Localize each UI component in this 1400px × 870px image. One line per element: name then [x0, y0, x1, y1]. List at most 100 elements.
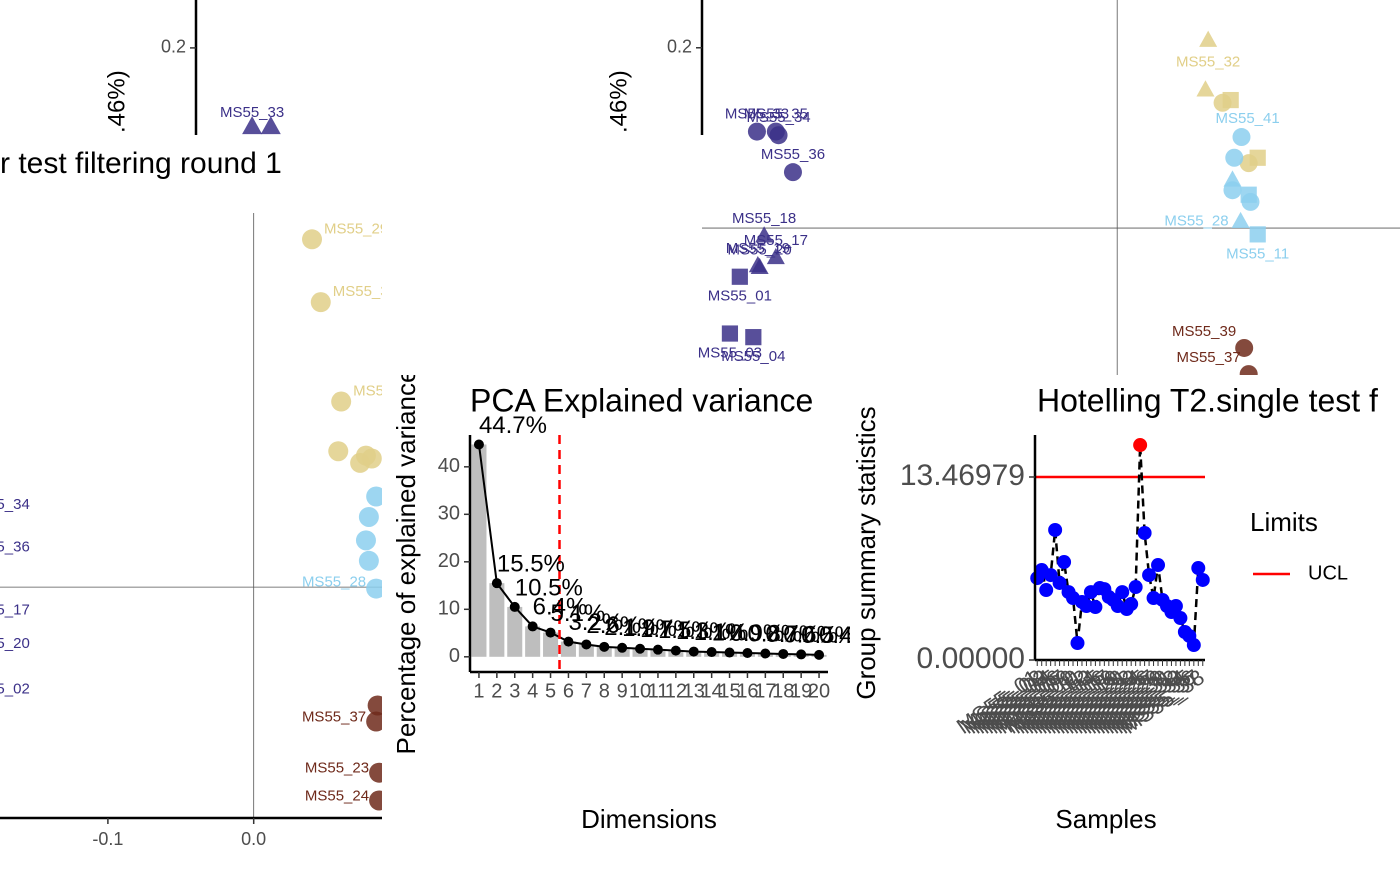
value-label: 0.7% — [765, 621, 820, 648]
point-label: MS55_37 — [1176, 349, 1240, 366]
point — [310, 292, 331, 313]
panel: 13.469790.00000MS55_01MS55_02MS55_03MS55… — [850, 375, 1400, 865]
point — [1239, 154, 1258, 173]
point — [1235, 338, 1254, 357]
point-label: MS55_29 — [324, 220, 388, 237]
chart-title: PCA Explained variance — [470, 382, 813, 418]
point — [1195, 572, 1210, 587]
point — [652, 644, 663, 655]
point — [1196, 80, 1215, 97]
point — [745, 329, 762, 346]
point — [358, 550, 379, 571]
point — [721, 325, 739, 342]
bar — [543, 632, 559, 657]
legend-title: Limits — [1250, 507, 1318, 537]
point — [769, 126, 788, 145]
value-label: 0.6% — [783, 621, 838, 648]
bar — [525, 626, 541, 657]
point — [545, 627, 556, 638]
y-tick-label: 20 — [438, 550, 460, 572]
point — [755, 226, 774, 243]
point — [1239, 365, 1258, 376]
point — [731, 268, 748, 285]
x-axis-label: Samples — [1055, 804, 1156, 834]
point — [750, 257, 769, 275]
x-tick-label: 19 — [790, 680, 812, 702]
x-tick-label: 15 — [718, 680, 740, 702]
panel-background — [0, 0, 600, 136]
point-label: MS55_28 — [1164, 213, 1228, 230]
value-label: 15.5% — [497, 551, 565, 578]
y-tick-label: 13.46979 — [900, 459, 1025, 492]
point-label: MS55_33 — [725, 106, 789, 123]
point-label: MS55_36 — [0, 539, 30, 556]
x-tick-label: 10 — [629, 680, 651, 702]
point — [1191, 561, 1206, 576]
point — [366, 578, 382, 599]
value-label: 1.7% — [640, 616, 695, 643]
point — [473, 439, 484, 450]
point — [1048, 522, 1063, 537]
point — [366, 711, 382, 732]
point — [1039, 583, 1054, 598]
point — [670, 645, 681, 656]
point — [369, 762, 382, 783]
value-label: 44.7% — [479, 412, 547, 439]
point — [527, 621, 538, 632]
value-label: 2.1% — [604, 614, 659, 641]
point — [1232, 128, 1251, 147]
point — [724, 647, 735, 658]
point — [747, 122, 766, 141]
point — [1213, 93, 1232, 112]
x-tick-label: 4 — [527, 680, 538, 702]
x-tick-label: 5 — [545, 680, 556, 702]
y-tick-label: 40 — [438, 455, 460, 477]
point-label: MS55_23 — [305, 760, 369, 777]
x-tick-label: 9 — [617, 680, 628, 702]
y-tick-label: 30 — [438, 503, 460, 525]
point-label: MS55_33 — [220, 104, 284, 121]
point-label: MS55_04 — [721, 348, 785, 365]
point-label: MS55_24 — [305, 787, 369, 804]
value-label: 0.4% — [819, 622, 874, 649]
x-tick-label: 18 — [772, 680, 794, 702]
value-label: 1% — [712, 619, 747, 646]
value-label: 1.9% — [622, 615, 677, 642]
value-label: 1.1% — [694, 619, 749, 646]
y-axis-label: Group summary statistics — [851, 406, 881, 699]
bar — [560, 641, 576, 657]
point — [635, 643, 646, 654]
point — [328, 441, 349, 462]
x-axis-label: Dimensions — [581, 804, 717, 834]
point — [1168, 599, 1183, 614]
point — [358, 506, 379, 527]
point — [1128, 580, 1143, 595]
x-tick-label: -0.1 — [92, 829, 123, 849]
point — [302, 229, 323, 250]
point-label: MS55_32 — [353, 382, 417, 399]
y-tick-label: 0.2 — [667, 37, 692, 57]
panel-background — [382, 375, 850, 865]
value-label: 6.4% — [533, 594, 588, 621]
y-tick-label: 0.00000 — [917, 642, 1025, 675]
value-label: 0.8% — [747, 620, 802, 647]
point-label: MS55_18 — [732, 210, 796, 227]
point — [242, 116, 263, 135]
x-tick-label: 3 — [509, 680, 520, 702]
panel-background — [850, 375, 1400, 865]
point — [778, 648, 789, 659]
point — [760, 648, 771, 659]
point — [1088, 600, 1103, 615]
point — [509, 601, 520, 612]
point — [814, 649, 825, 660]
value-label: 2.6% — [586, 612, 641, 639]
point — [1133, 438, 1148, 453]
point — [1124, 597, 1139, 612]
point-label: MS55_32 — [1176, 54, 1240, 71]
y-axis-label: .46%) — [103, 70, 130, 133]
value-label: 1.5% — [658, 617, 713, 644]
x-tick-label: 17 — [754, 680, 776, 702]
point — [355, 530, 376, 551]
point — [766, 247, 785, 265]
